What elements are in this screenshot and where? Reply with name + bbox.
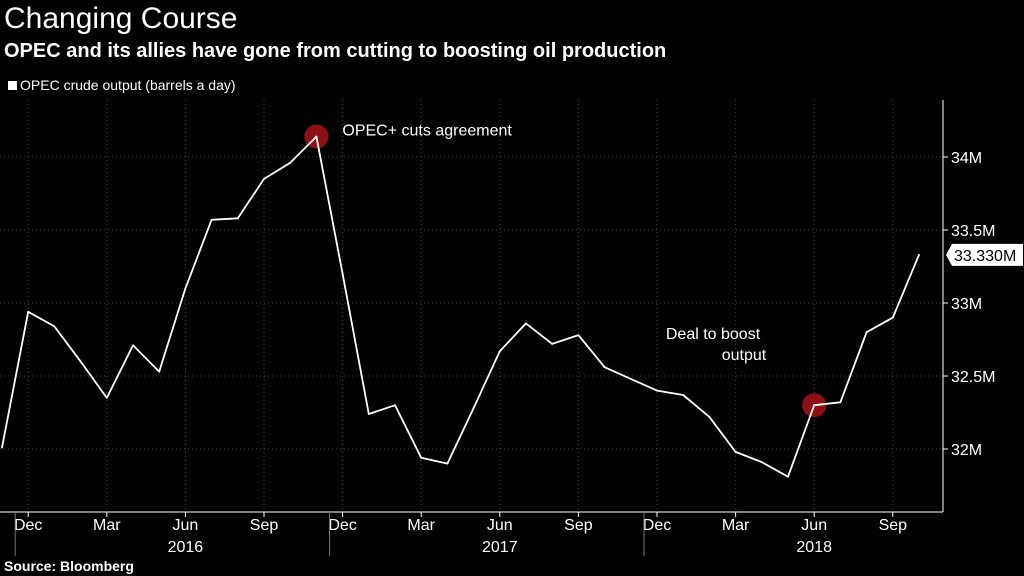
year-label: 2018 (796, 539, 832, 556)
data-point (367, 413, 370, 415)
year-label: 2016 (168, 539, 204, 556)
data-point (656, 389, 658, 392)
data-point (787, 475, 789, 478)
y-tick-label: 33M (951, 296, 982, 313)
data-point (105, 397, 108, 399)
data-point (446, 462, 449, 465)
x-tick-label: Jun (173, 517, 199, 534)
data-point (865, 331, 868, 334)
data-point (525, 322, 527, 325)
year-label: 2017 (482, 539, 518, 556)
legend: OPEC crude output (barrels a day) (8, 77, 236, 93)
series-line (1, 135, 920, 478)
x-tick-label: Sep (879, 517, 908, 534)
data-point (236, 217, 239, 220)
data-point (27, 310, 30, 313)
data-point (210, 218, 213, 221)
data-point (682, 394, 685, 396)
chart-title: Changing Course (4, 2, 238, 35)
data-point (629, 378, 632, 380)
annotation-label-boost: output (722, 347, 767, 364)
data-point (839, 401, 842, 404)
data-point (341, 272, 344, 275)
y-tick-label: 32.5M (951, 369, 995, 386)
data-point (315, 135, 318, 138)
x-tick-label: Dec (14, 517, 42, 534)
data-point (891, 316, 894, 319)
chart-subtitle: OPEC and its allies have gone from cutti… (4, 40, 667, 62)
x-tick-label: Dec (643, 517, 671, 534)
data-point (708, 415, 711, 418)
x-tick-label: Mar (722, 517, 750, 534)
x-tick-label: Dec (328, 517, 356, 534)
data-point (760, 461, 763, 464)
annotation-label-boost: Deal to boost (666, 326, 761, 343)
data-point (603, 366, 606, 369)
data-point (734, 451, 737, 453)
data-point (1, 446, 3, 449)
source-label: Source: Bloomberg (4, 558, 134, 574)
data-point (918, 253, 920, 256)
x-tick-label: Sep (250, 517, 279, 534)
legend-swatch (8, 80, 17, 90)
data-point (289, 161, 292, 164)
y-tick-label: 33.5M (951, 223, 995, 240)
last-value-badge (946, 243, 1023, 266)
x-tick-label: Mar (93, 517, 121, 534)
data-point (132, 344, 134, 347)
data-point (184, 287, 187, 290)
data-point (498, 350, 501, 353)
x-tick-label: Jun (487, 517, 513, 534)
y-tick-label: 32M (951, 442, 982, 459)
last-value-label: 33.330M (954, 248, 1016, 265)
data-point (813, 404, 816, 407)
data-point (394, 404, 396, 407)
data-point (472, 407, 475, 410)
data-point (551, 342, 554, 345)
data-point (420, 456, 423, 459)
data-point (577, 334, 580, 337)
y-tick-label: 34M (951, 150, 982, 167)
x-tick-label: Jun (801, 517, 827, 534)
legend-label: OPEC crude output (barrels a day) (20, 77, 236, 93)
x-tick-label: Sep (564, 517, 593, 534)
data-point (158, 370, 161, 373)
data-point (53, 325, 56, 328)
data-point (79, 360, 82, 363)
x-tick-label: Mar (407, 517, 435, 534)
data-point (263, 178, 265, 180)
annotation-label-cuts: OPEC+ cuts agreement (342, 123, 512, 140)
